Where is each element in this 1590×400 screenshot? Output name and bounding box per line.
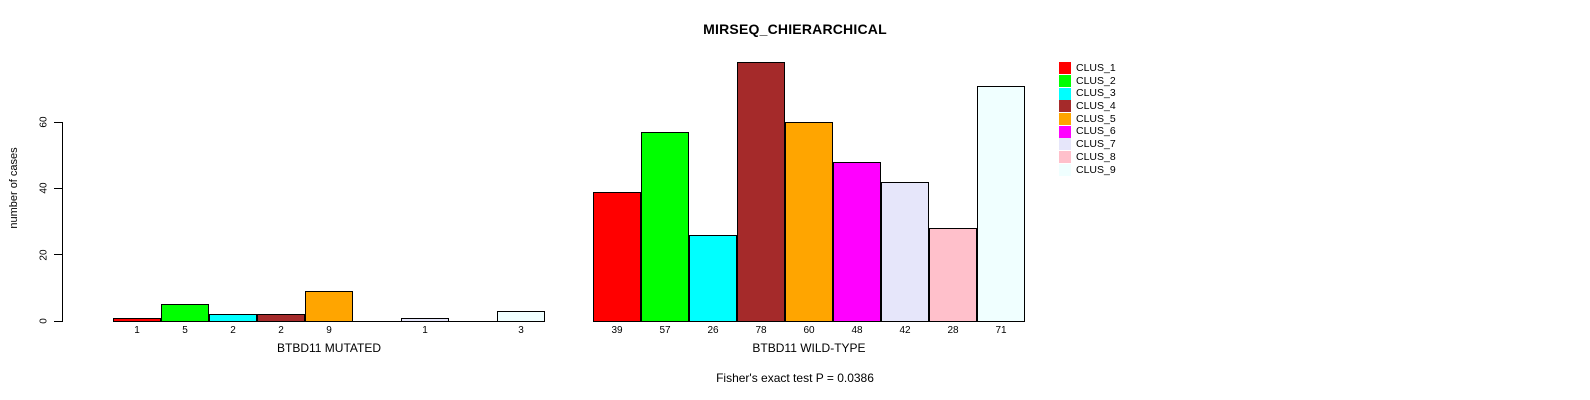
legend-swatch-icon xyxy=(1059,75,1071,88)
bar-value-label: 1 xyxy=(134,325,140,336)
legend-swatch-icon xyxy=(1059,87,1071,100)
bar-CLUS_7 xyxy=(401,318,449,321)
y-axis-label: number of cases xyxy=(8,147,20,229)
bar-value-labels-wildtype: 39 57 26 78 60 48 42 28 71 xyxy=(593,325,1025,336)
legend-label: CLUS_9 xyxy=(1076,163,1116,176)
bar-value-labels-mutated: 1 5 2 2 9 1 3 xyxy=(113,325,545,336)
bar-value-label: 39 xyxy=(611,325,623,336)
y-tick-mark xyxy=(54,254,62,256)
bar-value-label xyxy=(353,325,401,336)
legend-item: CLUS_7 xyxy=(1059,138,1116,151)
legend-label: CLUS_1 xyxy=(1076,62,1116,74)
bar-value-label: 26 xyxy=(707,325,719,336)
bar-value-label: 42 xyxy=(899,325,911,336)
chart-title: MIRSEQ_CHIERARCHICAL xyxy=(703,21,887,37)
bar-CLUS_3 xyxy=(209,314,257,321)
bar-CLUS_8 xyxy=(929,228,977,321)
legend-label: CLUS_7 xyxy=(1076,138,1116,151)
x-axis-label-mutated: BTBD11 MUTATED xyxy=(276,341,381,355)
bar-value-label: 48 xyxy=(851,325,863,336)
bar-CLUS_4 xyxy=(257,314,305,321)
y-tick-mark xyxy=(54,187,62,189)
legend-swatch-icon xyxy=(1059,62,1071,75)
bar-value-label: 60 xyxy=(803,325,815,336)
y-tick-label: 20 xyxy=(38,249,50,261)
bar-CLUS_4 xyxy=(737,62,785,321)
bar-value-label: 5 xyxy=(182,325,188,336)
y-tick-label: 60 xyxy=(38,116,50,128)
annotation-fisher-test: Fisher's exact test P = 0.0386 xyxy=(716,371,874,385)
legend-label: CLUS_4 xyxy=(1076,100,1116,113)
bar-CLUS_5 xyxy=(785,122,833,321)
legend-item: CLUS_5 xyxy=(1059,113,1116,126)
bar-group-mutated: 1 5 2 2 9 1 3 BTBD11 MUTATED xyxy=(113,0,545,355)
y-tick-mark xyxy=(54,320,62,322)
legend-item: CLUS_4 xyxy=(1059,100,1116,113)
bar-value-label: 2 xyxy=(278,325,284,336)
legend: CLUS_1 CLUS_2 CLUS_3 CLUS_4 CLUS_5 CLUS_6 CLUS… xyxy=(1059,62,1116,176)
bar-value-label: 2 xyxy=(230,325,236,336)
legend-label: CLUS_2 xyxy=(1076,74,1116,87)
bar-CLUS_5 xyxy=(305,291,353,321)
bar-value-label xyxy=(449,325,497,336)
legend-item: CLUS_9 xyxy=(1059,164,1116,177)
bar-value-label: 71 xyxy=(995,325,1007,336)
x-axis-label-wildtype: BTBD11 WILD-TYPE xyxy=(752,341,866,355)
legend-swatch-icon xyxy=(1059,125,1071,138)
bar-CLUS_7 xyxy=(881,182,929,321)
legend-swatch-icon xyxy=(1059,113,1071,126)
legend-item: CLUS_3 xyxy=(1059,87,1116,100)
bar-CLUS_3 xyxy=(689,235,737,321)
legend-swatch-icon xyxy=(1059,163,1071,176)
legend-label: CLUS_3 xyxy=(1076,87,1116,100)
legend-swatch-icon xyxy=(1059,151,1071,164)
legend-swatch-icon xyxy=(1059,100,1071,113)
legend-item: CLUS_1 xyxy=(1059,62,1116,75)
y-axis-line xyxy=(62,122,63,322)
bar-value-label: 78 xyxy=(755,325,767,336)
bar-CLUS_1 xyxy=(593,192,641,321)
bar-CLUS_9 xyxy=(977,86,1025,321)
y-tick-label: 0 xyxy=(38,318,50,324)
legend-item: CLUS_2 xyxy=(1059,75,1116,88)
bar-value-label: 28 xyxy=(947,325,959,336)
bar-value-label: 3 xyxy=(518,325,524,336)
y-tick-mark xyxy=(54,121,62,123)
bar-value-label: 9 xyxy=(326,325,332,336)
legend-label: CLUS_5 xyxy=(1076,112,1116,125)
legend-label: CLUS_8 xyxy=(1076,150,1116,163)
legend-label: CLUS_6 xyxy=(1076,125,1116,138)
legend-swatch-icon xyxy=(1059,138,1071,151)
y-tick-label: 40 xyxy=(38,182,50,194)
legend-item: CLUS_8 xyxy=(1059,151,1116,164)
bar-CLUS_2 xyxy=(641,132,689,321)
bar-value-label: 57 xyxy=(659,325,671,336)
bar-CLUS_6 xyxy=(833,162,881,321)
bar-group-wildtype: 39 57 26 78 60 48 42 28 71 BTBD11 WILD-TYPE xyxy=(593,0,1025,355)
bar-CLUS_9 xyxy=(497,311,545,321)
bar-CLUS_2 xyxy=(161,304,209,321)
legend-item: CLUS_6 xyxy=(1059,125,1116,138)
bar-CLUS_1 xyxy=(113,318,161,321)
bar-value-label: 1 xyxy=(422,325,428,336)
